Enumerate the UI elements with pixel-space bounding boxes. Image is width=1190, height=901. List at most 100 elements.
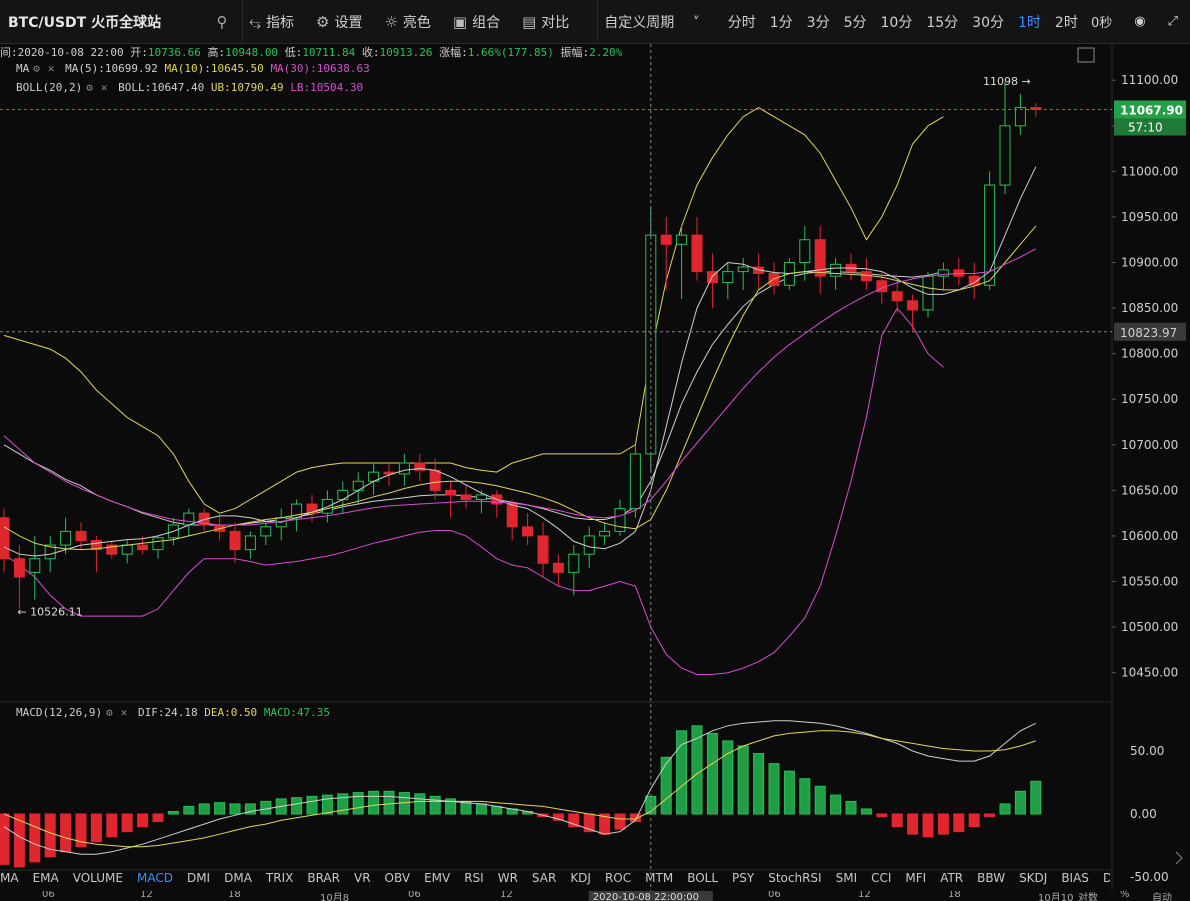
ma-name: MA — [16, 62, 30, 75]
indicator-tab-volume[interactable]: VOLUME — [72, 871, 123, 885]
fullscreen-icon[interactable]: ⤢ — [1167, 14, 1178, 29]
indicator-tab-brar[interactable]: BRAR — [307, 871, 340, 885]
period-tab[interactable]: 10分 — [880, 14, 913, 31]
ma30-value: MA(30):10638.63 — [270, 62, 370, 75]
period-tab[interactable]: 3分 — [806, 14, 830, 31]
period-tab[interactable]: 1分 — [769, 14, 793, 31]
macd-settings-icon[interactable]: ⚙ — [106, 706, 113, 719]
indicator-tab-cci[interactable]: CCI — [871, 871, 892, 885]
candle-body — [737, 266, 749, 273]
indicator-tab-ma[interactable]: MA — [0, 871, 19, 885]
indicators-button[interactable]: ⥃ 指标 — [249, 12, 294, 32]
period-tab[interactable]: 2时 — [1054, 14, 1078, 31]
boll-mid-value: BOLL:10647.40 — [118, 81, 205, 94]
ma30-line — [3, 248, 1037, 526]
price-tick-label: 10850.00 — [1121, 301, 1178, 315]
axis-mode-toggle[interactable]: % — [1120, 891, 1130, 900]
low-marker-label: ← 10526.11 — [17, 605, 82, 618]
indicator-tab-wr[interactable]: WR — [497, 871, 518, 885]
time-tick-label: 06 — [768, 891, 781, 900]
time-tick-label: 18 — [948, 891, 961, 900]
indicator-tab-atr[interactable]: ATR — [940, 871, 964, 885]
indicator-tab-dma[interactable]: DMA — [224, 871, 252, 885]
macd-bar — [891, 813, 903, 828]
indicator-tab-bias[interactable]: BIAS — [1061, 871, 1089, 885]
indicator-tab-stochrsi[interactable]: StochRSI — [768, 871, 822, 885]
indicator-tab-dmi[interactable]: DMI — [186, 871, 211, 885]
combine-label: 组合 — [472, 14, 501, 31]
period-tab[interactable]: 分时 — [727, 14, 756, 31]
symbol-title[interactable]: BTC/USDT 火币全球站 — [8, 14, 162, 31]
macd-bar — [0, 813, 10, 865]
period-selector: 自定义周期 ˅ 分时 1分 3分 5分 10分 15分 30分 1时 2时 — [604, 12, 1092, 32]
boll-settings-icon[interactable]: ⚙ — [86, 81, 93, 94]
indicators-icon: ⥃ — [249, 12, 262, 31]
macd-bar — [414, 793, 426, 815]
candle-body — [121, 544, 133, 555]
period-tab[interactable]: 5分 — [843, 14, 867, 31]
period-tab-active[interactable]: 1时 — [1018, 14, 1041, 31]
indicator-tab-vr[interactable]: VR — [353, 871, 371, 885]
indicator-tab-mfi[interactable]: MFI — [905, 871, 927, 885]
high-marker-label: 11098 → — [983, 75, 1031, 88]
compare-icon: ▤ — [522, 12, 537, 31]
indicator-tab-psy[interactable]: PSY — [732, 871, 755, 885]
compare-button[interactable]: ▤ 对比 — [522, 12, 569, 32]
dea-line — [3, 730, 1036, 848]
indicator-tab-roc[interactable]: ROC — [604, 871, 632, 885]
period-tab[interactable]: 30分 — [972, 14, 1004, 31]
macd-bar — [244, 803, 256, 815]
indicator-tab-macd[interactable]: MACD — [136, 871, 173, 885]
candle-body — [1014, 107, 1026, 127]
custom-period-dropdown[interactable]: 自定义周期 ˅ — [604, 12, 713, 32]
indicator-tab-kdj[interactable]: KDJ — [570, 871, 591, 885]
boll-name: BOLL(20,2) — [16, 81, 83, 94]
candle-body — [60, 530, 72, 546]
toolbar-divider — [242, 0, 243, 43]
indicator-tab-dpo[interactable]: DPO — [1102, 871, 1110, 885]
toolbar-right: 0秒 ◉ ⤢ — [1069, 0, 1178, 43]
axis-mode-toggle[interactable]: 自动 — [1152, 893, 1172, 901]
indicator-tab-trix[interactable]: TRIX — [265, 871, 294, 885]
macd-bar — [183, 805, 195, 815]
candle-body — [583, 535, 595, 555]
indicator-tab-sar[interactable]: SAR — [531, 871, 557, 885]
indicator-tab-bbw[interactable]: BBW — [977, 871, 1006, 885]
countdown-label[interactable]: 0秒 — [1090, 16, 1113, 31]
axis-mode-toggle[interactable]: 对数 — [1078, 893, 1098, 901]
indicator-tab-obv[interactable]: OBV — [384, 871, 411, 885]
macd-bar — [214, 802, 226, 815]
indicator-tab-ema[interactable]: EMA — [32, 871, 59, 885]
crosshair-time-tag — [588, 891, 713, 901]
ma5-value: MA(5):10699.92 — [65, 62, 158, 75]
macd-name: MACD(12,26,9) — [16, 706, 103, 719]
period-tab[interactable]: 15分 — [926, 14, 959, 31]
boll-upper-line — [3, 107, 944, 514]
time-tick-label: 12 — [500, 891, 513, 900]
macd-close-icon[interactable]: ✕ — [120, 706, 128, 719]
macd-bar — [229, 803, 241, 815]
candle-body — [968, 275, 980, 286]
indicator-tab-emv[interactable]: EMV — [424, 871, 451, 885]
ma10-line — [3, 225, 1037, 551]
indicator-tab-skdj[interactable]: SKDJ — [1019, 871, 1048, 885]
combine-button[interactable]: ▣ 组合 — [453, 12, 500, 32]
macd-tick-label: 50.00 — [1130, 744, 1164, 758]
ma-close-icon[interactable]: ✕ — [47, 62, 55, 75]
macd-bar — [491, 805, 503, 815]
high-value: 10948.00 — [225, 46, 279, 59]
indicator-tab-boll[interactable]: BOLL — [687, 871, 719, 885]
search-icon[interactable]: ⚲ — [216, 12, 228, 31]
time-tick-label: 06 — [42, 891, 55, 900]
indicator-tab-mtm[interactable]: MTM — [645, 871, 674, 885]
macd-bar — [814, 785, 826, 815]
boll-close-icon[interactable]: ✕ — [100, 81, 108, 94]
indicator-tab-smi[interactable]: SMI — [835, 871, 858, 885]
ma-settings-icon[interactable]: ⚙ — [33, 62, 40, 75]
camera-icon[interactable]: ◉ — [1134, 14, 1146, 29]
macd-bar — [706, 732, 718, 815]
settings-button[interactable]: ⚙ 设置 — [316, 12, 362, 32]
theme-button[interactable]: ☼ 亮色 — [384, 12, 430, 32]
indicator-tab-rsi[interactable]: RSI — [464, 871, 484, 885]
